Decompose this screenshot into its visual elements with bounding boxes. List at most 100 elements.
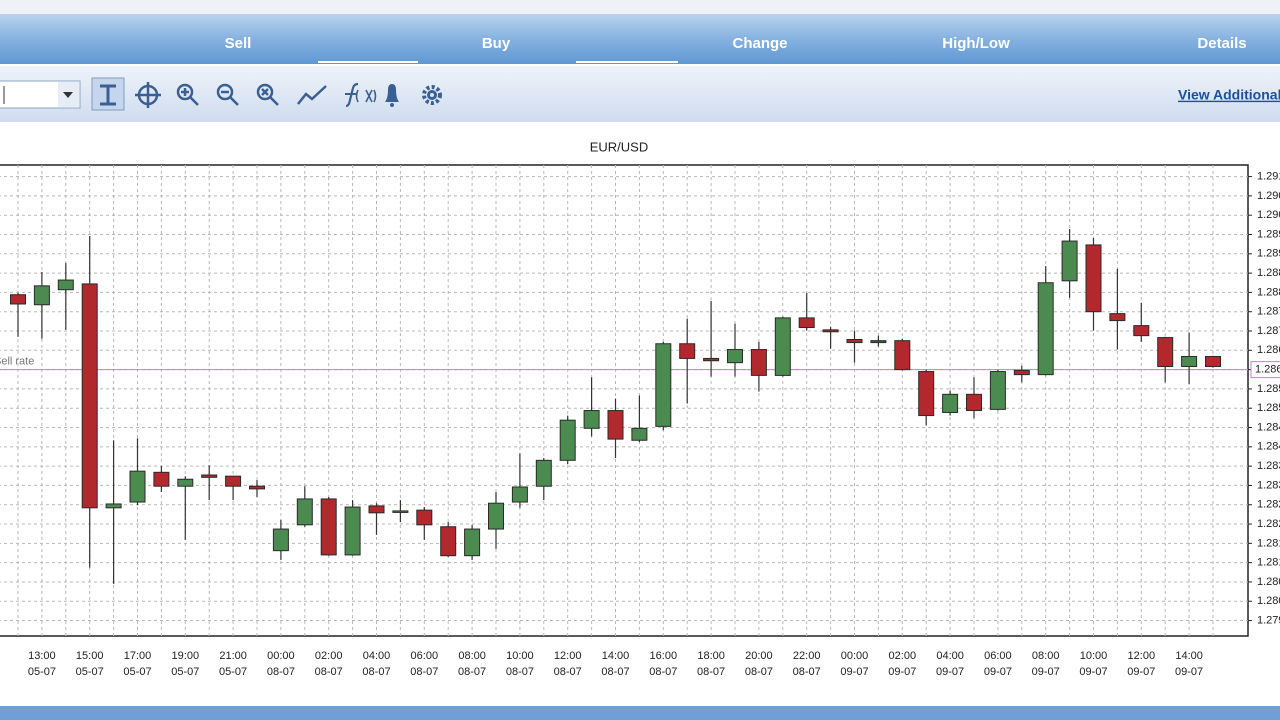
y-tick-label: 1.2875: [1257, 306, 1280, 318]
y-tick-label: 1.2830: [1257, 479, 1280, 491]
candle-body: [1037, 282, 1054, 376]
x-tick-label: 06:00: [411, 650, 439, 662]
x-date-label: 05-07: [219, 666, 247, 678]
header-bar: [0, 14, 1280, 64]
candle-body: [177, 478, 194, 487]
candle-body: [225, 475, 242, 487]
candle-body: [894, 340, 911, 371]
x-tick-label: 17:00: [124, 650, 152, 662]
tool-settings[interactable]: [422, 85, 442, 105]
x-date-label: 08-07: [506, 666, 534, 678]
candle-body: [942, 393, 959, 413]
tool-zoom-in[interactable]: [176, 83, 199, 106]
x-tick-label: 21:00: [219, 650, 247, 662]
candle-body: [822, 329, 839, 333]
x-date-label: 08-07: [697, 666, 725, 678]
x-tick-label: 13:00: [28, 650, 56, 662]
tab[interactable]: Sell: [225, 35, 252, 52]
candle-body: [440, 526, 457, 557]
candle-body: [583, 410, 600, 429]
x-date-label: 05-07: [171, 666, 199, 678]
tool-function[interactable]: [345, 82, 377, 108]
x-tick-label: 12:00: [554, 650, 582, 662]
x-tick-label: 04:00: [363, 650, 391, 662]
candle-body: [1061, 240, 1078, 282]
candle-body: [1109, 313, 1126, 322]
x-date-label: 08-07: [793, 666, 821, 678]
current-price-label: 1.2860: [1255, 364, 1280, 376]
x-tick-label: 19:00: [172, 650, 200, 662]
x-date-label: 05-07: [123, 666, 151, 678]
y-tick-label: 1.2825: [1257, 499, 1280, 511]
combo-box[interactable]: [0, 80, 81, 109]
x-date-label: 08-07: [745, 666, 773, 678]
y-tick-label: 1.2890: [1257, 248, 1280, 260]
link[interactable]: View Additional: [1178, 87, 1280, 103]
x-date-label: 09-07: [984, 666, 1012, 678]
tool-line[interactable]: [297, 85, 327, 105]
x-date-label: 08-07: [315, 666, 343, 678]
candle-body: [57, 279, 74, 291]
tool-select[interactable]: [91, 77, 125, 111]
x-date-label: 08-07: [267, 666, 295, 678]
tab[interactable]: Details: [1197, 35, 1246, 52]
y-tick-label: 1.2820: [1257, 518, 1280, 530]
chart-title: EUR/USD: [590, 139, 649, 154]
candle-body: [272, 528, 289, 552]
tab[interactable]: High/Low: [942, 35, 1010, 52]
x-tick-label: 08:00: [1032, 650, 1060, 662]
candle-body: [153, 471, 170, 487]
candle-body: [464, 528, 481, 557]
tool-zoom-out[interactable]: [216, 83, 239, 106]
x-tick-label: 10:00: [506, 650, 534, 662]
y-tick-label: 1.2855: [1257, 383, 1280, 395]
x-date-label: 08-07: [649, 666, 677, 678]
y-tick-label: 1.2800: [1257, 595, 1280, 607]
x-tick-label: 16:00: [650, 650, 678, 662]
top-strip: [0, 0, 1280, 14]
candle-body: [559, 419, 576, 461]
y-tick-label: 1.2910: [1257, 170, 1280, 182]
x-tick-label: 10:00: [1080, 650, 1108, 662]
y-tick-label: 1.2895: [1257, 228, 1280, 240]
x-date-label: 05-07: [28, 666, 56, 678]
candle-body: [703, 357, 720, 362]
x-date-label: 09-07: [1079, 666, 1107, 678]
x-date-label: 09-07: [936, 666, 964, 678]
tool-zoom-fit[interactable]: [256, 83, 279, 106]
candle-body: [655, 343, 672, 427]
x-tick-label: 14:00: [1175, 650, 1203, 662]
candle-body: [631, 427, 648, 441]
x-tick-label: 06:00: [984, 650, 1012, 662]
x-date-label: 08-07: [601, 666, 629, 678]
tool-crosshair[interactable]: [135, 82, 161, 108]
y-tick-label: 1.2840: [1257, 441, 1280, 453]
candle-body: [129, 470, 146, 503]
candle-body: [989, 371, 1006, 410]
tool-alert[interactable]: [385, 84, 399, 107]
x-tick-label: 00:00: [267, 650, 295, 662]
y-tick-label: 1.2900: [1257, 209, 1280, 221]
candle-body: [201, 474, 218, 478]
current-price-box: [1250, 361, 1280, 379]
candle-body: [296, 498, 313, 526]
candle-body: [416, 509, 433, 526]
x-date-label: 09-07: [888, 666, 916, 678]
candle-body: [535, 459, 552, 487]
x-tick-label: 00:00: [841, 650, 869, 662]
x-date-label: 08-07: [410, 666, 438, 678]
tab[interactable]: Change: [732, 35, 787, 52]
candle-body: [344, 506, 361, 556]
x-date-label: 08-07: [458, 666, 486, 678]
candle-body: [1013, 369, 1030, 376]
x-tick-label: 22:00: [793, 650, 821, 662]
candle-body: [846, 339, 863, 344]
tab[interactable]: Buy: [482, 35, 511, 52]
candle-body: [679, 343, 696, 359]
candle-body: [1157, 337, 1174, 368]
y-tick-label: 1.2880: [1257, 286, 1280, 298]
candle-body: [1205, 355, 1221, 368]
y-tick-label: 1.2865: [1257, 344, 1280, 356]
x-tick-label: 04:00: [936, 650, 964, 662]
